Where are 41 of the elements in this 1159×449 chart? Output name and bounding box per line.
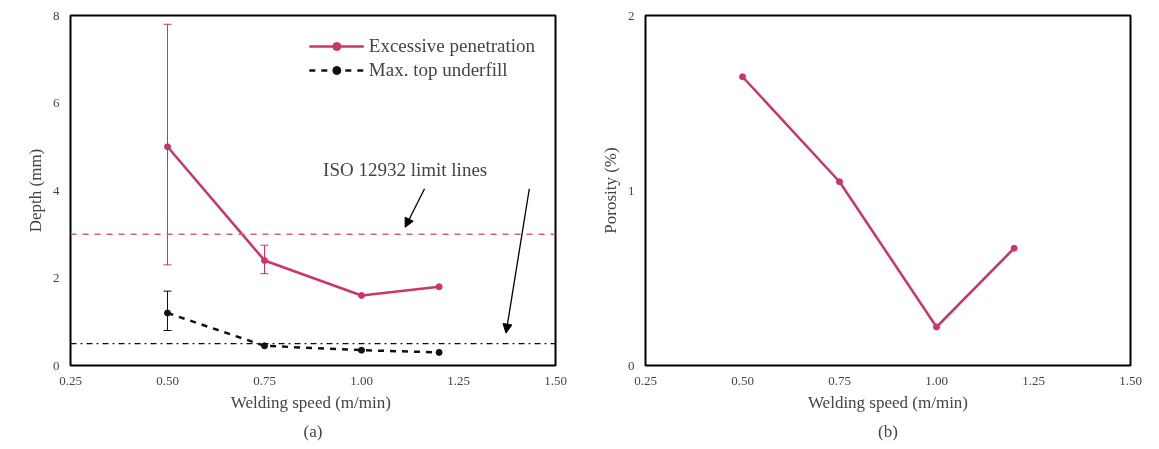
point (358, 292, 365, 299)
text: (a) (303, 421, 323, 441)
y-tick-label: 1 (628, 182, 635, 198)
legend-label: Max. top underfill (368, 59, 508, 81)
point (358, 346, 365, 354)
point (933, 323, 940, 331)
x-tick-label: 1.50 (1119, 372, 1142, 388)
legend-label: Excessive penetration (368, 35, 535, 57)
y-tick-label: 0 (628, 357, 635, 373)
y-tick-label: 0 (53, 357, 60, 373)
x-tick-label: 1.00 (350, 372, 373, 388)
x-tick-label: 0.25 (59, 372, 82, 388)
point (836, 178, 843, 186)
y-axis-title: Depth (mm) (26, 148, 45, 233)
y-tick-label: 6 (53, 95, 60, 110)
point (261, 257, 268, 264)
x-tick-label: 0.75 (253, 372, 276, 388)
y-tick-label: 8 (53, 7, 60, 23)
x-tick-label: 0.50 (731, 372, 754, 388)
point (435, 348, 443, 356)
point (164, 143, 171, 151)
x-tick-label: 1.25 (1022, 372, 1045, 388)
y-tick-label: 2 (53, 270, 60, 285)
annotation: ISO 12932 limit lines (323, 159, 488, 180)
y-tick-label: 2 (628, 7, 635, 23)
x-tick-label: 0.75 (828, 372, 851, 388)
text: (b) (878, 421, 898, 441)
point (1010, 244, 1018, 252)
x-tick-label: 1.00 (925, 372, 948, 388)
y-tick-label: 4 (53, 182, 60, 198)
y-axis-title: Porosity (%) (601, 147, 620, 234)
x-tick-label: 0.50 (156, 372, 179, 388)
point (435, 283, 443, 291)
x-tick-label: 1.25 (447, 372, 470, 388)
point (164, 309, 171, 317)
point (739, 73, 746, 81)
x-axis-title: Welding speed (m/min) (230, 392, 391, 412)
point (261, 342, 268, 350)
x-tick-label: 0.25 (634, 372, 657, 388)
x-tick-label: 1.50 (544, 372, 567, 388)
x-axis-title: Welding speed (m/min) (807, 392, 969, 412)
